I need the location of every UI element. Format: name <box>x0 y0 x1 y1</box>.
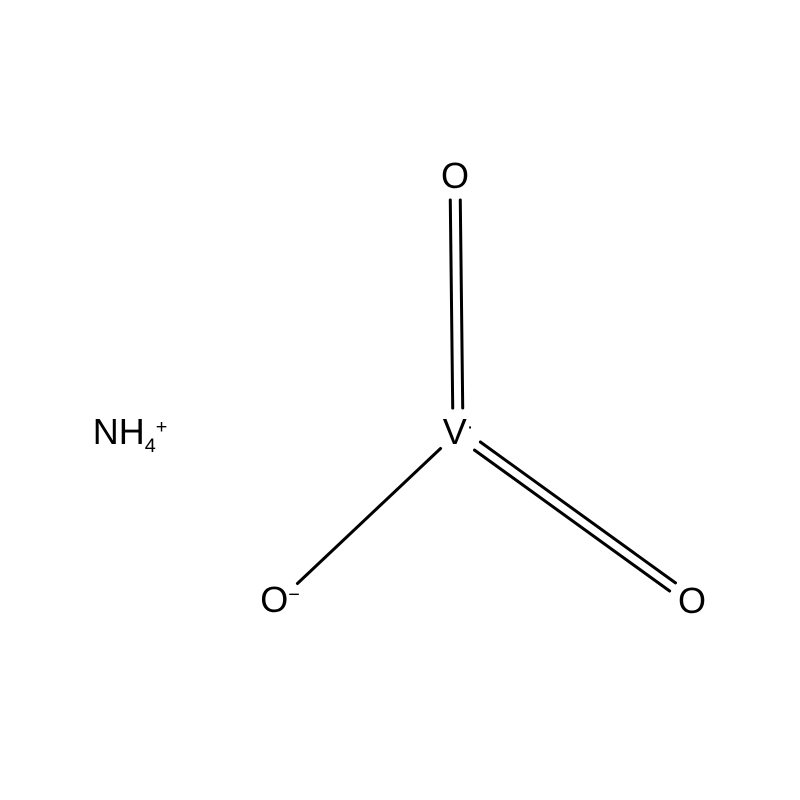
chemical-diagram: V· O O O− NH4+ <box>0 0 800 800</box>
atom-O_top: O <box>441 158 469 194</box>
atom-O_br: O <box>678 583 706 619</box>
bond-layer <box>0 0 800 800</box>
atom-V: V· <box>443 414 474 450</box>
atom-O_bl: O− <box>260 582 300 618</box>
atom-NH4: NH4+ <box>93 414 168 450</box>
